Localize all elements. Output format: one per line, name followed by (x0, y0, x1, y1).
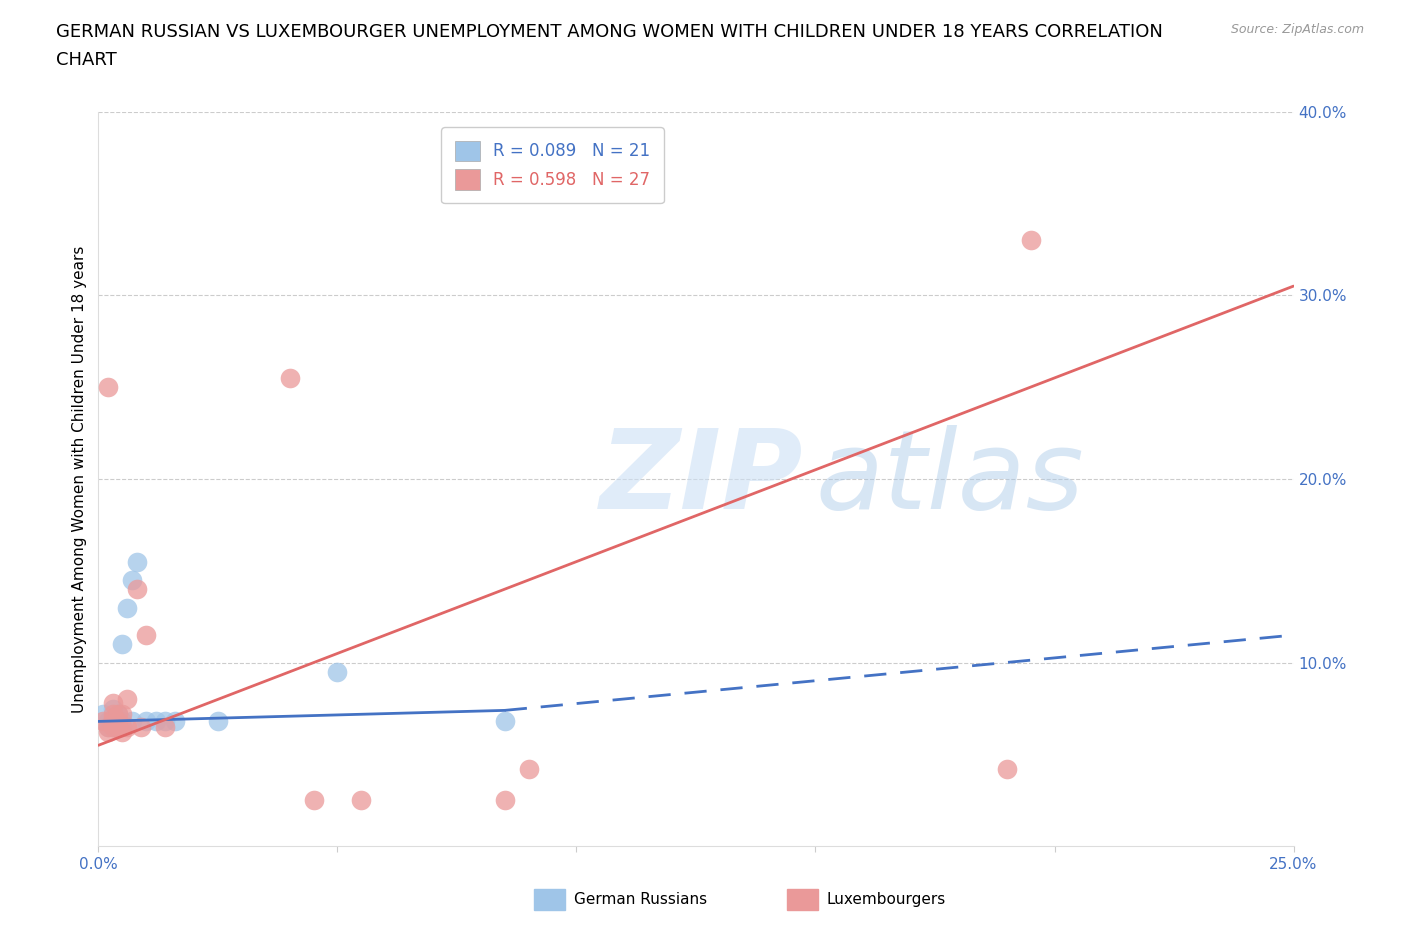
Text: ZIP: ZIP (600, 425, 804, 533)
Point (101, 707, 124, 722)
Point (125, 582, 148, 597)
Point (91, 714, 114, 729)
Point (145, 714, 167, 729)
Point (995, 762, 1018, 777)
Text: GERMAN RUSSIAN VS LUXEMBOURGER UNEMPLOYMENT AMONG WOMEN WITH CHILDREN UNDER 18 Y: GERMAN RUSSIAN VS LUXEMBOURGER UNEMPLOYM… (56, 23, 1163, 41)
Text: Source: ZipAtlas.com: Source: ZipAtlas.com (1230, 23, 1364, 36)
Point (111, 714, 134, 729)
Point (121, 714, 143, 729)
Point (107, 720, 129, 735)
Point (155, 720, 177, 735)
Text: atlas: atlas (815, 425, 1084, 533)
Point (111, 637, 134, 652)
Point (111, 725, 134, 740)
Point (97, 725, 120, 740)
Point (163, 714, 186, 729)
Point (135, 714, 157, 729)
Point (111, 720, 134, 735)
Point (107, 714, 129, 729)
Point (101, 720, 124, 735)
Point (97, 720, 120, 735)
Point (350, 793, 373, 808)
Point (207, 714, 229, 729)
Point (131, 720, 153, 735)
Point (97, 714, 120, 729)
Point (115, 692, 138, 707)
Point (101, 711, 124, 725)
Point (278, 370, 301, 385)
Text: German Russians: German Russians (574, 892, 707, 907)
Point (101, 701, 124, 716)
Point (115, 600, 138, 615)
Point (97, 379, 120, 394)
Point (1019, 232, 1042, 247)
Point (121, 573, 143, 588)
Point (111, 707, 134, 722)
Point (326, 664, 349, 679)
Y-axis label: Unemployment Among Women with Children Under 18 years: Unemployment Among Women with Children U… (72, 246, 87, 712)
Legend: R = 0.089   N = 21, R = 0.598   N = 27: R = 0.089 N = 21, R = 0.598 N = 27 (441, 127, 664, 203)
Point (101, 696, 124, 711)
Text: CHART: CHART (56, 51, 117, 69)
Point (125, 554, 148, 569)
Point (97, 720, 120, 735)
Point (101, 720, 124, 735)
Point (107, 714, 129, 729)
Point (101, 714, 124, 729)
Point (494, 714, 516, 729)
Point (135, 628, 157, 643)
Point (494, 793, 516, 808)
Point (155, 714, 177, 729)
Text: Luxembourgers: Luxembourgers (827, 892, 946, 907)
Point (91, 707, 114, 722)
Point (107, 707, 129, 722)
Point (107, 707, 129, 722)
Point (517, 762, 540, 777)
Point (302, 793, 325, 808)
Point (115, 720, 138, 735)
